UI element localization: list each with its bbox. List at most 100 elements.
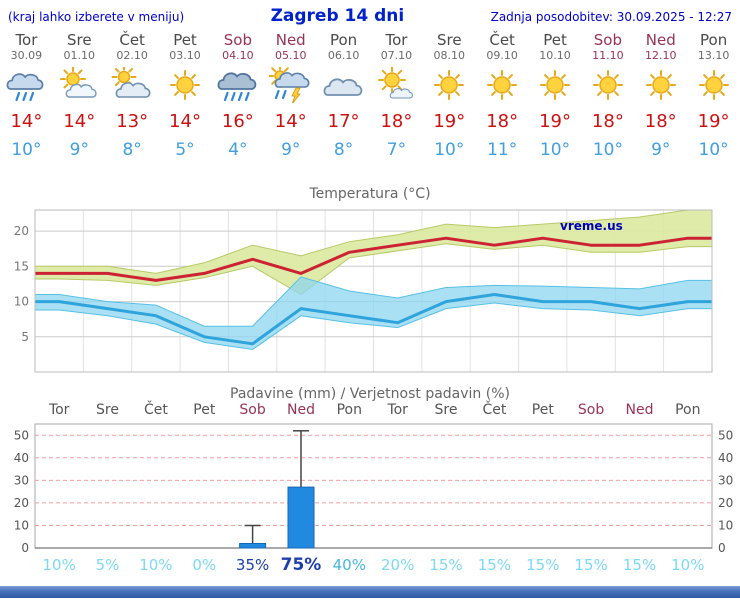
day-date: 02.10 [116, 49, 148, 62]
day-date: 10.10 [539, 49, 571, 62]
day-name: Sob [223, 31, 252, 49]
day-name: Tor [385, 31, 408, 49]
weather-icon-sunny [634, 62, 687, 108]
day-name: Sob [593, 31, 622, 49]
day-date: 07.10 [380, 49, 413, 62]
page-title: Zagreb 14 dni [270, 6, 405, 26]
day-max-temp: 18° [591, 111, 624, 132]
day-column-2-sre[interactable]: Sre 01.10 14° 9° [53, 30, 106, 162]
day-date: 03.10 [169, 49, 201, 62]
day-column-4-pet[interactable]: Pet 03.10 14° 5° [159, 30, 212, 162]
weather-icon-thunder-rain [264, 62, 317, 108]
precip-day-label: Čet [144, 400, 168, 418]
precip-y-tick-left: 20 [14, 496, 29, 510]
day-min-temp: 8° [122, 140, 142, 160]
precip-day-label: Ned [287, 402, 315, 418]
day-date: 01.10 [63, 49, 96, 62]
cloudy-icon [323, 78, 362, 96]
precip-probability: 75% [281, 555, 322, 575]
day-name: Pon [700, 31, 728, 49]
day-min-temp: 10° [11, 140, 42, 160]
weather-icon-sunny [687, 62, 740, 108]
temp-y-tick: 20 [14, 224, 29, 238]
day-column-13-ned[interactable]: Ned 12.10 18° 9° [634, 30, 687, 162]
day-column-7-pon[interactable]: Pon 06.10 17° 8° [317, 30, 370, 162]
last-update: Zadnja posodobitev: 30.09.2025 - 12:27 [490, 10, 732, 24]
day-max-temp: 19° [539, 111, 571, 132]
precip-probability: 0% [192, 556, 216, 574]
precip-probability: 40% [333, 556, 366, 574]
day-min-temp: 10° [434, 140, 465, 160]
day-column-5-sob[interactable]: Sob 04.10 16° 4° [211, 30, 264, 162]
day-name: Sre [66, 31, 92, 49]
precip-probability: 20% [381, 556, 414, 574]
precip-probability: 15% [478, 556, 511, 574]
day-column-10-čet[interactable]: Čet 09.10 18° 11° [476, 30, 529, 162]
day-max-temp: 14° [274, 111, 307, 132]
thunder-rain-icon [268, 67, 310, 103]
precip-y-tick-right: 20 [718, 496, 733, 510]
weather-icon-sunny [529, 62, 582, 108]
weather-icon-mostly-sunny [370, 62, 423, 108]
day-column-12-sob[interactable]: Sob 11.10 18° 10° [581, 30, 634, 162]
day-name: Pet [543, 31, 567, 49]
precip-bar [287, 486, 315, 549]
precip-y-tick-right: 40 [718, 451, 733, 465]
day-name: Ned [645, 31, 676, 49]
mostly-cloudy-icon [111, 67, 151, 98]
precip-day-label: Čet [482, 400, 506, 418]
day-name: Sre [437, 31, 462, 49]
precip-y-tick-right: 10 [718, 519, 733, 533]
day-date: 05.10 [274, 49, 307, 62]
day-date: 04.10 [222, 49, 254, 62]
day-date: 12.10 [644, 49, 677, 62]
day-date: 06.10 [327, 49, 360, 62]
day-max-temp: 18° [380, 111, 413, 132]
precip-day-label: Sre [96, 402, 119, 418]
heavy-rain-icon [217, 72, 257, 102]
day-max-temp: 17° [327, 111, 360, 132]
precip-day-label: Pet [532, 402, 555, 418]
precipitation-chart: Padavine (mm) / Verjetnost padavin (%) 0 0… [0, 382, 740, 582]
temp-y-tick: 15 [14, 259, 29, 273]
precip-probability: 10% [671, 556, 704, 574]
day-name: Čet [489, 31, 515, 49]
sunny-icon [487, 70, 518, 100]
watermark: vreme.us [560, 219, 623, 233]
precip-probability: 15% [623, 556, 656, 574]
day-column-6-ned[interactable]: Ned 05.10 14° 9° [264, 30, 317, 162]
footer-bar [0, 586, 740, 598]
day-max-temp: 19° [697, 111, 730, 132]
day-column-1-tor[interactable]: Tor 30.09 14° 10° [0, 30, 53, 162]
precip-day-label: Tor [386, 402, 408, 418]
sunny-icon [698, 70, 729, 100]
day-column-14-pon[interactable]: Pon 13.10 19° 10° [687, 30, 740, 162]
day-column-9-sre[interactable]: Sre 08.10 19° 10° [423, 30, 476, 162]
day-name: Ned [275, 31, 306, 49]
day-max-temp: 18° [486, 111, 519, 132]
precip-y-tick-left: 50 [14, 428, 29, 442]
weather-icon-rain [0, 62, 53, 108]
temperature-chart-svg: Temperatura (°C) 5 10 15 20 vreme.us [14, 186, 713, 373]
days-strip: Tor 30.09 14° 10° Sre 01.10 14° 9° Čet 02.10 13… [0, 30, 740, 162]
day-min-temp: 8° [333, 140, 354, 160]
day-name: Čet [119, 31, 145, 49]
precip-probability: 10% [43, 556, 76, 574]
weather-icon-cloudy [317, 62, 370, 108]
day-min-temp: 9° [69, 140, 89, 160]
day-min-temp: 5° [175, 140, 195, 160]
day-date: 09.10 [486, 49, 518, 62]
partly-cloudy-icon [60, 67, 97, 98]
day-min-temp: 11° [487, 140, 518, 160]
day-max-temp: 14° [63, 111, 96, 132]
menu-hint: (kraj lahko izberete v meniju) [8, 10, 185, 24]
tmax-line [35, 236, 712, 282]
day-column-3-čet[interactable]: Čet 02.10 13° 8° [106, 30, 159, 162]
day-date: 11.10 [592, 49, 624, 62]
temp-chart-title: Temperatura (°C) [308, 186, 430, 202]
sunny-icon [645, 70, 676, 100]
precip-y-tick-right: 50 [718, 428, 733, 442]
day-column-11-pet[interactable]: Pet 10.10 19° 10° [529, 30, 582, 162]
day-column-8-tor[interactable]: Tor 07.10 18° 7° [370, 30, 423, 162]
day-date: 13.10 [697, 49, 730, 62]
